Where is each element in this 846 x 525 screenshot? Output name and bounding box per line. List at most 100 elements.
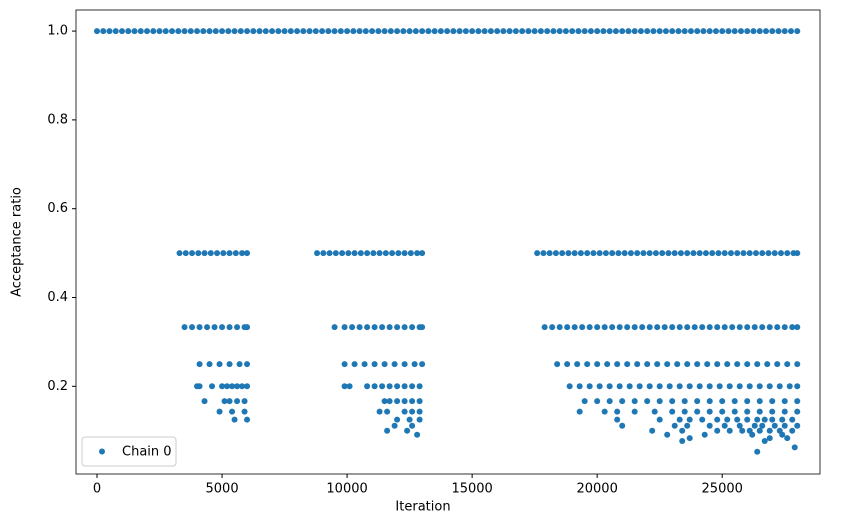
point: [740, 250, 747, 257]
point: [181, 28, 188, 35]
point: [794, 250, 801, 257]
point: [576, 383, 583, 390]
x-tick-label: 5000: [206, 482, 239, 497]
point: [614, 416, 621, 423]
point: [201, 250, 208, 257]
point: [769, 398, 776, 405]
point: [287, 28, 294, 35]
point: [381, 398, 388, 405]
point: [544, 28, 551, 35]
point: [450, 28, 457, 35]
point: [579, 324, 586, 331]
point: [794, 383, 801, 390]
point: [624, 324, 631, 331]
point: [229, 408, 236, 415]
point: [761, 416, 768, 423]
point: [409, 408, 416, 415]
point: [341, 383, 348, 390]
point: [794, 28, 801, 35]
point: [416, 408, 423, 415]
point: [131, 28, 138, 35]
point: [211, 324, 218, 331]
point: [294, 28, 301, 35]
point: [369, 28, 376, 35]
point: [794, 408, 801, 415]
point: [750, 28, 757, 35]
point: [756, 427, 763, 434]
point: [794, 422, 801, 429]
point: [221, 398, 228, 405]
point: [326, 250, 333, 257]
point: [379, 383, 386, 390]
point: [614, 361, 621, 368]
point: [601, 408, 608, 415]
point: [162, 28, 169, 35]
point: [216, 361, 223, 368]
point: [244, 383, 251, 390]
y-axis-label: Acceptance ratio: [10, 187, 25, 297]
point: [506, 28, 513, 35]
point: [414, 250, 421, 257]
point: [781, 28, 788, 35]
x-tick-label: 15000: [451, 482, 492, 497]
point: [169, 28, 176, 35]
point: [416, 416, 423, 423]
point: [382, 250, 389, 257]
point: [94, 28, 101, 35]
point: [600, 28, 607, 35]
point: [100, 28, 107, 35]
x-tick-label: 20000: [576, 482, 617, 497]
point: [744, 416, 751, 423]
point: [487, 28, 494, 35]
point: [754, 416, 761, 423]
point: [351, 250, 358, 257]
point: [244, 361, 251, 368]
point: [759, 422, 766, 429]
point: [200, 28, 207, 35]
point: [764, 361, 771, 368]
point: [650, 28, 657, 35]
point: [637, 28, 644, 35]
point: [351, 361, 358, 368]
point: [384, 408, 391, 415]
point: [244, 250, 251, 257]
point: [777, 250, 784, 257]
point: [737, 28, 744, 35]
point: [216, 408, 223, 415]
point: [356, 28, 363, 35]
point: [654, 324, 661, 331]
point: [566, 383, 573, 390]
point: [586, 324, 593, 331]
point: [416, 398, 423, 405]
point: [716, 383, 723, 390]
point: [456, 28, 463, 35]
point: [475, 28, 482, 35]
point: [706, 324, 713, 331]
point: [775, 28, 782, 35]
point: [691, 324, 698, 331]
point: [500, 28, 507, 35]
point: [540, 250, 547, 257]
point: [401, 361, 408, 368]
point: [734, 416, 741, 423]
point: [431, 28, 438, 35]
point: [784, 435, 791, 442]
point: [677, 250, 684, 257]
point: [332, 250, 339, 257]
point: [681, 28, 688, 35]
point: [771, 250, 778, 257]
point: [746, 250, 753, 257]
x-tick-label: 10000: [326, 482, 367, 497]
point: [371, 324, 378, 331]
point: [769, 416, 776, 423]
point: [759, 324, 766, 331]
point: [281, 28, 288, 35]
point: [606, 383, 613, 390]
point: [744, 361, 751, 368]
point: [781, 324, 788, 331]
point: [371, 361, 378, 368]
point: [469, 28, 476, 35]
point: [156, 28, 163, 35]
point: [577, 250, 584, 257]
point: [694, 361, 701, 368]
